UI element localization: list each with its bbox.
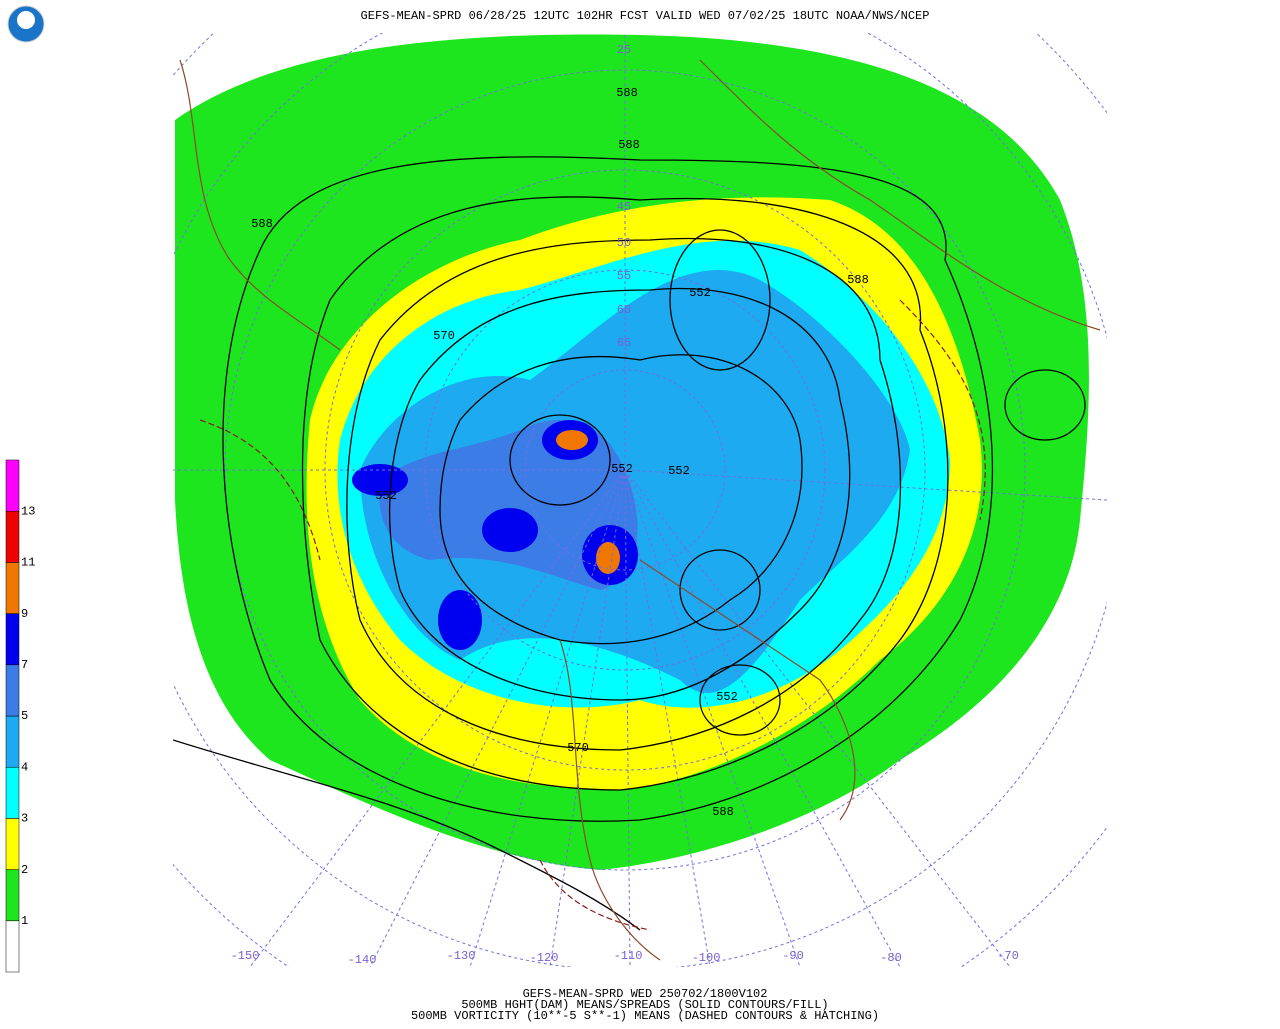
contour-label: 588 (251, 217, 273, 231)
longitude-label: -90 (782, 949, 804, 963)
legend-label: 3 (21, 812, 28, 826)
contour-label: 552 (375, 489, 397, 503)
map-title: GEFS-MEAN-SPRD 06/28/25 12UTC 102HR FCST… (361, 9, 930, 23)
contour-label: 588 (712, 805, 734, 819)
legend-swatch (5, 613, 20, 666)
legend-label: 2 (21, 863, 28, 877)
legend-swatch (5, 920, 20, 973)
legend-swatch (5, 510, 20, 563)
footer-line: 500MB HGHT(DAM) MEANS/SPREADS (SOLID CON… (461, 998, 828, 1012)
map-frame (173, 33, 1107, 967)
contour-label: 552 (716, 690, 738, 704)
contour-label: 570 (567, 741, 589, 755)
latitude-label: 55 (617, 269, 631, 283)
footer-line: GEFS-MEAN-SPRD WED 250702/1800V102 (523, 987, 768, 1001)
latitude-label: 50 (617, 236, 631, 250)
contour-label: 588 (618, 138, 640, 152)
legend-swatch (5, 664, 20, 717)
legend-label: 9 (21, 607, 28, 621)
longitude-label: -150 (231, 949, 260, 963)
latitude-label: 45 (617, 200, 631, 214)
longitude-label: -110 (614, 949, 643, 963)
longitude-label: -130 (447, 949, 476, 963)
legend: 1 2 3 4 5 7 9 11 13 (5, 459, 35, 973)
legend-swatch (5, 766, 20, 819)
contour-label: 570 (433, 329, 455, 343)
noaa-logo-inner (17, 11, 35, 29)
longitude-label: -100 (692, 951, 721, 965)
contour-label: 552 (668, 464, 690, 478)
contour-label: 588 (847, 273, 869, 287)
legend-label: 13 (21, 504, 35, 518)
legend-label: 7 (21, 658, 28, 672)
latitude-label: 65 (617, 336, 631, 350)
longitude-label: -120 (530, 951, 559, 965)
contour-label: 552 (689, 286, 711, 300)
legend-label: 1 (21, 914, 28, 928)
legend-swatch (5, 459, 20, 512)
contour-label: 588 (616, 86, 638, 100)
legend-swatch (5, 562, 20, 614)
footer-line: 500MB VORTICITY (10**-5 S**-1) MEANS (DA… (411, 1009, 879, 1023)
longitude-label: -70 (997, 949, 1019, 963)
latitude-label: 25 (617, 43, 631, 57)
legend-label: 4 (21, 760, 28, 774)
legend-swatch (5, 715, 20, 768)
longitude-label: -80 (880, 951, 902, 965)
legend-swatch (5, 869, 20, 922)
map-labels: -150 -140 -130 -120 -110 -100 -90 -80 -70 25 45 50 5… (231, 43, 1019, 967)
legend-swatch (5, 818, 20, 870)
latitude-label: 60 (617, 303, 631, 317)
contour-label: 552 (611, 462, 633, 476)
legend-label: 5 (21, 709, 28, 723)
legend-label: 11 (21, 556, 35, 570)
longitude-label: -140 (348, 953, 377, 967)
